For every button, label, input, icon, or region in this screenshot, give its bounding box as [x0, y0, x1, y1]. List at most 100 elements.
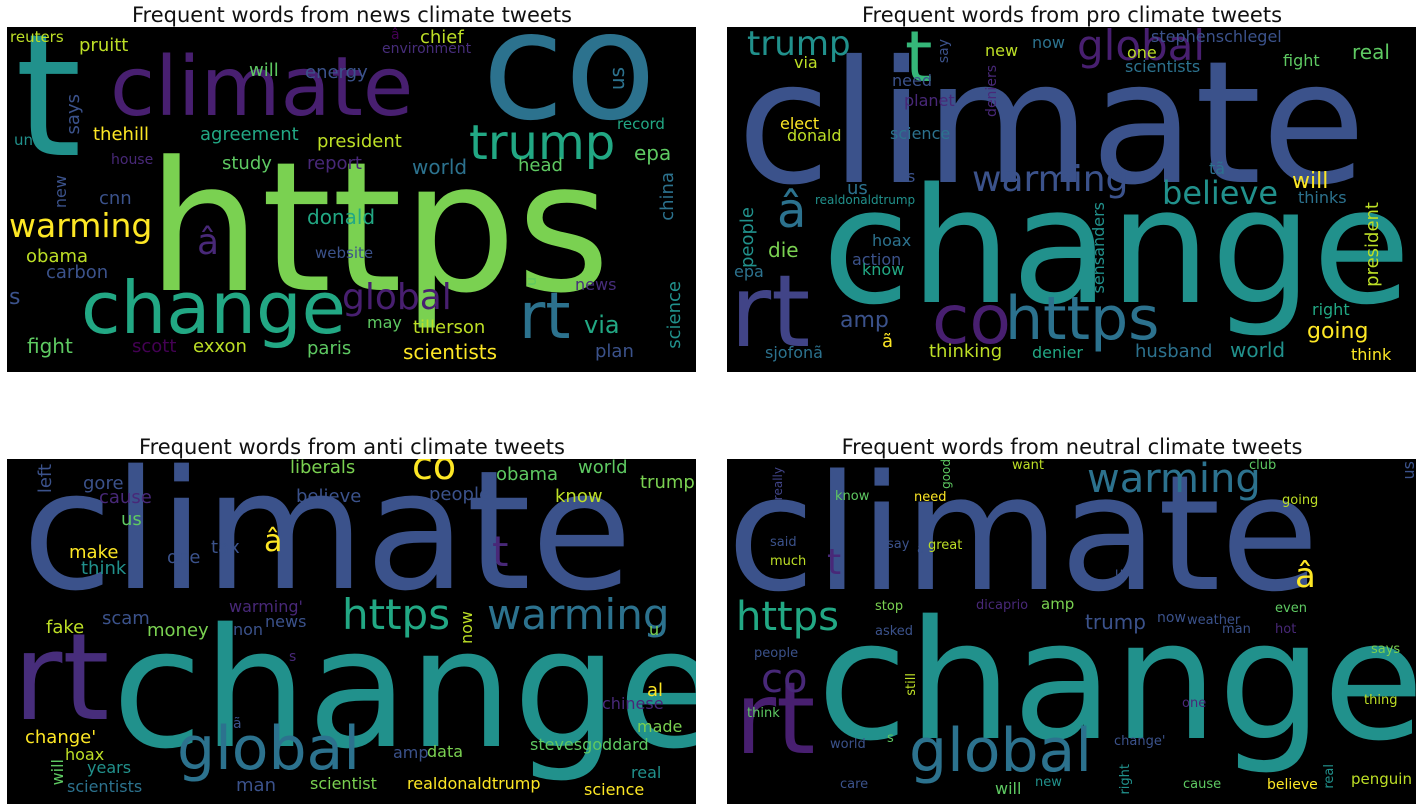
- word: realdonaldtrump: [815, 193, 916, 207]
- word: news: [575, 275, 617, 294]
- word: u: [649, 620, 660, 639]
- word: will: [1292, 169, 1329, 194]
- word: â: [777, 183, 807, 239]
- word: climate: [22, 459, 633, 627]
- word: elect: [780, 114, 820, 133]
- word: non: [233, 620, 264, 639]
- word: us: [1399, 461, 1416, 480]
- panel-title-news: Frequent words from news climate tweets: [131, 3, 572, 27]
- word: plan: [595, 341, 634, 362]
- word: thinking: [929, 341, 1003, 362]
- word: fight: [27, 334, 73, 358]
- word: even: [1275, 601, 1307, 616]
- word: say: [936, 39, 952, 64]
- word: co: [482, 27, 657, 154]
- word: donald: [787, 126, 842, 145]
- word: https: [342, 590, 451, 639]
- word: sensanders: [1089, 202, 1108, 294]
- word: money: [147, 620, 209, 641]
- word: al: [647, 680, 664, 701]
- word: scientists: [403, 340, 498, 364]
- word: one: [1182, 696, 1207, 711]
- word: exxon: [193, 336, 247, 357]
- word: rt: [519, 280, 571, 354]
- word: right: [1118, 764, 1133, 795]
- word: thing: [1364, 693, 1398, 708]
- word: trump: [469, 115, 616, 171]
- word: left: [35, 464, 56, 494]
- word: t: [827, 542, 842, 583]
- word: house: [111, 152, 154, 168]
- word: tillerson: [413, 317, 486, 338]
- panel-title-neutral: Frequent words from neutral climate twee…: [841, 435, 1303, 459]
- word: co: [932, 281, 1011, 360]
- word: s: [907, 167, 916, 186]
- word: ã: [917, 542, 925, 557]
- word: believe: [1267, 777, 1318, 793]
- word: data: [427, 742, 464, 761]
- word: need: [914, 490, 947, 505]
- word: will: [48, 759, 67, 786]
- word: warming: [972, 159, 1129, 200]
- word: climate: [727, 459, 1319, 627]
- word: https: [1005, 284, 1160, 354]
- word: stop: [875, 599, 904, 614]
- word: going: [1282, 493, 1319, 508]
- word: scientists: [1125, 57, 1201, 76]
- word: sjofonã: [765, 343, 823, 362]
- word: people: [737, 207, 758, 269]
- word: people: [754, 646, 799, 661]
- word: amp: [840, 308, 889, 333]
- word: warming': [229, 597, 303, 616]
- panel-title-anti: Frequent words from anti climate tweets: [139, 435, 565, 459]
- word: hoax: [65, 745, 105, 764]
- word: t: [15, 27, 82, 196]
- word: study: [222, 153, 272, 174]
- word: world: [1230, 338, 1286, 362]
- word: warming: [487, 590, 670, 639]
- word: may: [367, 313, 402, 332]
- word: president: [1362, 202, 1383, 287]
- word: think: [1351, 345, 1392, 364]
- word: die: [768, 238, 799, 262]
- word: thehill: [93, 124, 149, 145]
- word: website: [315, 244, 374, 262]
- word: trump: [1085, 610, 1146, 634]
- word: scientists: [67, 777, 143, 796]
- word: will: [249, 60, 279, 81]
- word: â: [264, 524, 283, 559]
- word: co: [761, 656, 808, 702]
- word: much: [770, 554, 807, 569]
- word: climate: [110, 40, 414, 135]
- word: hoax: [872, 231, 912, 250]
- word: energy: [305, 62, 368, 83]
- word: s: [887, 731, 894, 746]
- word: u: [524, 277, 540, 286]
- word: co: [412, 459, 457, 488]
- word: going: [1307, 319, 1369, 344]
- word: really: [771, 467, 785, 501]
- word: chief: [420, 27, 464, 48]
- word: dicaprio: [976, 598, 1029, 613]
- word: â: [1295, 556, 1316, 596]
- wordcloud-anti: climate change rt global https warming c…: [7, 459, 696, 804]
- word: know: [835, 489, 870, 504]
- word: one: [167, 547, 201, 568]
- word: deniers: [984, 65, 1000, 117]
- word: now: [457, 611, 476, 645]
- word: man: [1222, 622, 1251, 637]
- word: real: [1352, 40, 1390, 64]
- word: said: [770, 535, 797, 550]
- word: great: [928, 538, 963, 553]
- word: â: [391, 27, 400, 43]
- word: fake: [46, 617, 85, 638]
- word: scott: [132, 336, 177, 357]
- word: penguin: [1351, 770, 1412, 788]
- wordcloud-news: https co t climate trump change rt warmi…: [7, 27, 696, 372]
- word: change: [817, 585, 1416, 777]
- word: china: [657, 172, 678, 221]
- word: rt: [730, 253, 811, 370]
- word: news: [265, 612, 307, 631]
- word: us: [605, 67, 629, 91]
- word: carbon: [46, 262, 109, 283]
